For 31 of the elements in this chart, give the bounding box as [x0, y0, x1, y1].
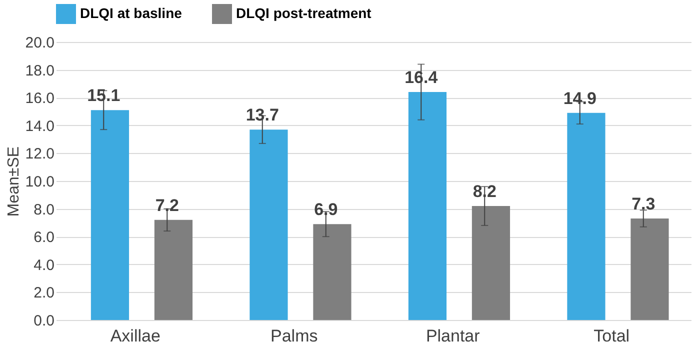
data-label: 6.9	[314, 200, 338, 220]
data-label: 7.2	[155, 196, 179, 215]
bar	[154, 220, 193, 320]
legend-label: DLQI at basline	[80, 5, 182, 21]
y-tick-label: 14.0	[25, 118, 54, 135]
y-tick-label: 0.0	[34, 312, 54, 330]
y-tick-label: 18.0	[25, 62, 54, 80]
y-tick-label: 16.0	[25, 90, 54, 108]
data-label: 14.9	[563, 88, 596, 108]
y-tick-label: 4.0	[34, 256, 54, 274]
data-label: 13.7	[246, 106, 279, 125]
bar	[472, 206, 510, 320]
y-axis-title: Mean±SE	[5, 146, 22, 217]
bar	[90, 110, 130, 320]
bar	[567, 112, 606, 320]
x-tick-label: Total	[594, 326, 630, 346]
y-tick-label: 8.0	[34, 201, 54, 218]
bar	[250, 130, 288, 320]
y-tick-label: 2.0	[34, 284, 54, 302]
y-tick-label: 12.0	[25, 146, 54, 163]
y-tick-label: 20.0	[25, 34, 54, 52]
x-tick-label: Palms	[270, 326, 318, 346]
x-tick-label: Plantar	[426, 326, 480, 346]
y-tick-label: 6.0	[34, 229, 54, 246]
bar	[630, 218, 669, 320]
bar	[408, 92, 447, 320]
y-tick-label: 10.0	[25, 174, 54, 190]
x-tick-label: Axillae	[110, 326, 160, 346]
legend-label: DLQI post-treatment	[236, 5, 372, 21]
data-label: 7.3	[632, 194, 656, 214]
bar	[313, 224, 352, 320]
